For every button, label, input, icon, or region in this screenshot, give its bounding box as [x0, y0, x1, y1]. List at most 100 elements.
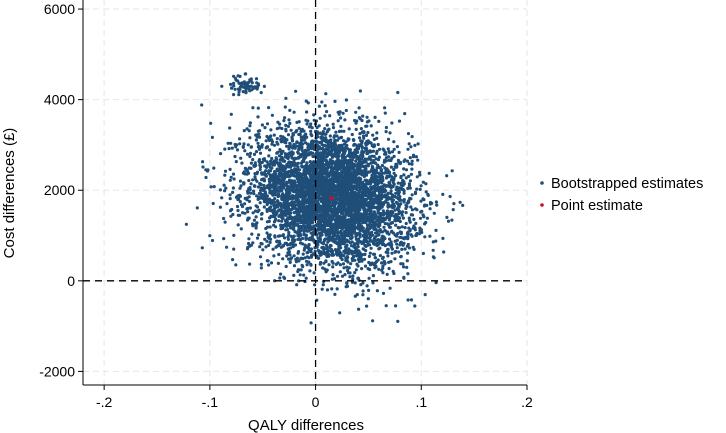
- bootstrap-point: [322, 203, 326, 207]
- bootstrap-point: [385, 174, 389, 178]
- bootstrap-point: [302, 157, 306, 161]
- bootstrap-point: [259, 186, 263, 190]
- bootstrap-point: [343, 237, 347, 241]
- bootstrap-point: [325, 160, 329, 164]
- bootstrap-point: [275, 151, 279, 155]
- bootstrap-point: [318, 197, 322, 201]
- bootstrap-point: [338, 311, 342, 315]
- bootstrap-point: [258, 201, 262, 205]
- bootstrap-point: [365, 236, 370, 240]
- bootstrap-point: [255, 236, 260, 240]
- bootstrap-point: [445, 215, 449, 219]
- bootstrap-point: [259, 192, 263, 196]
- bootstrap-point: [296, 233, 300, 238]
- bootstrap-point: [403, 112, 407, 116]
- bootstrap-point: [458, 200, 462, 204]
- bootstrap-point: [291, 163, 295, 167]
- bootstrap-point: [352, 180, 356, 184]
- bootstrap-point: [252, 218, 256, 222]
- bootstrap-point: [388, 181, 392, 185]
- bootstrap-point: [380, 190, 384, 194]
- bootstrap-point: [324, 136, 328, 140]
- bootstrap-point: [286, 237, 290, 241]
- bootstrap-point: [376, 197, 380, 201]
- bootstrap-point: [286, 198, 290, 202]
- bootstrap-point: [275, 244, 279, 248]
- bootstrap-point: [362, 136, 366, 140]
- bootstrap-point: [415, 208, 419, 212]
- bootstrap-point: [260, 143, 264, 147]
- bootstrap-point: [377, 233, 381, 237]
- bootstrap-point: [322, 252, 326, 256]
- bootstrap-point: [357, 106, 361, 110]
- bootstrap-point: [382, 225, 386, 229]
- bootstrap-point: [286, 228, 290, 232]
- bootstrap-point: [247, 241, 251, 246]
- bootstrap-point: [301, 142, 305, 146]
- bootstrap-point: [263, 237, 267, 241]
- bootstrap-point: [331, 193, 335, 197]
- bootstrap-point: [352, 254, 356, 258]
- bootstrap-point: [296, 161, 300, 165]
- bootstrap-point: [288, 225, 292, 230]
- bootstrap-point: [272, 143, 277, 147]
- bootstrap-point: [399, 241, 403, 245]
- bootstrap-point: [231, 190, 235, 194]
- bootstrap-point: [369, 210, 373, 214]
- bootstrap-point: [294, 89, 298, 93]
- bootstrap-point: [331, 175, 335, 179]
- bootstrap-point: [419, 199, 423, 203]
- bootstrap-point: [338, 207, 342, 211]
- bootstrap-point: [367, 254, 371, 258]
- bootstrap-point: [346, 196, 350, 200]
- bootstrap-point: [395, 165, 399, 169]
- bootstrap-point: [377, 188, 381, 192]
- bootstrap-point: [336, 119, 340, 123]
- bootstrap-point: [378, 199, 382, 203]
- bootstrap-point: [299, 204, 303, 208]
- bootstrap-point: [364, 244, 368, 248]
- bootstrap-point: [414, 233, 418, 238]
- bootstrap-point: [364, 141, 368, 146]
- bootstrap-point: [327, 263, 331, 267]
- bootstrap-point: [406, 242, 410, 247]
- bootstrap-point: [396, 90, 400, 95]
- bootstrap-point: [339, 237, 343, 241]
- bootstrap-point: [299, 128, 303, 132]
- bootstrap-point: [321, 208, 325, 212]
- bootstrap-point: [299, 268, 303, 272]
- bootstrap-point: [220, 196, 224, 200]
- bootstrap-point: [367, 202, 371, 206]
- bootstrap-point: [333, 149, 338, 153]
- bootstrap-point: [344, 227, 348, 231]
- bootstrap-point: [387, 223, 391, 227]
- bootstrap-point: [281, 135, 285, 139]
- bootstrap-point: [323, 267, 327, 271]
- bootstrap-point: [292, 202, 296, 207]
- bootstrap-point: [360, 259, 364, 263]
- bootstrap-point: [394, 174, 398, 178]
- bootstrap-point: [320, 174, 324, 178]
- bootstrap-point: [349, 250, 353, 254]
- bootstrap-point: [330, 207, 334, 211]
- bootstrap-point: [287, 147, 291, 151]
- bootstrap-point: [384, 156, 388, 160]
- bootstrap-point: [269, 261, 274, 265]
- bootstrap-point: [317, 158, 321, 162]
- bootstrap-point: [238, 200, 242, 204]
- bootstrap-point: [239, 156, 243, 160]
- bootstrap-point: [251, 211, 255, 215]
- bootstrap-point: [361, 114, 365, 118]
- bootstrap-point: [201, 160, 205, 164]
- bootstrap-point: [239, 184, 243, 188]
- bootstrap-point: [286, 186, 290, 190]
- bootstrap-point: [380, 236, 384, 240]
- bootstrap-point: [328, 160, 332, 164]
- bootstrap-point: [290, 238, 294, 242]
- bootstrap-point: [338, 182, 342, 186]
- bootstrap-point: [229, 175, 233, 179]
- bootstrap-point: [399, 181, 403, 185]
- bootstrap-point: [300, 242, 305, 246]
- bootstrap-point: [243, 202, 247, 206]
- bootstrap-point: [365, 304, 369, 308]
